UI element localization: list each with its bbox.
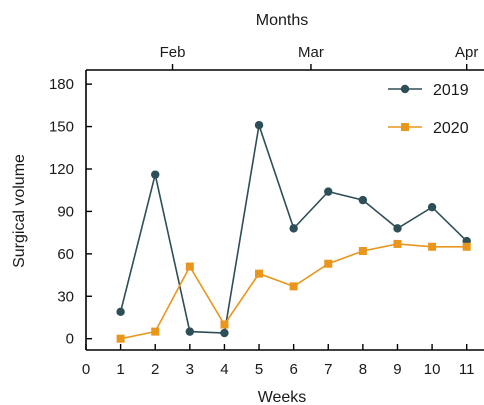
top-axis-label: Months	[256, 12, 308, 29]
y-tick-label: 150	[49, 119, 74, 136]
x-tick-label: 5	[255, 361, 263, 378]
series-2019-point	[358, 195, 368, 205]
top-tick-label: Mar	[298, 44, 324, 61]
y-tick-label: 120	[49, 161, 74, 178]
y-tick-label: 90	[57, 203, 74, 220]
series-2020-point	[358, 247, 367, 256]
y-tick-label: 0	[66, 331, 74, 348]
x-tick-label: 7	[324, 361, 332, 378]
x-tick-label: 2	[151, 361, 159, 378]
top-tick-label: Feb	[160, 44, 186, 61]
legend-2019-marker	[400, 84, 410, 94]
series-2019-point	[289, 224, 298, 233]
x-tick-label: 6	[289, 361, 297, 378]
series-2020-point	[393, 239, 402, 248]
axes	[85, 69, 484, 351]
series-2020-point	[185, 262, 194, 271]
series-2020-point	[255, 269, 264, 278]
series-2019-point	[254, 120, 264, 130]
y-axis-label: Surgical volume	[11, 154, 28, 268]
x-axis-ticks: 0 1 2 3 4 5 6 7 8 9 10 11	[82, 344, 475, 378]
legend-2019-label: 2019	[433, 82, 469, 99]
y-tick-label: 180	[49, 76, 74, 93]
series-2019-point	[116, 307, 125, 317]
x-tick-label: 8	[359, 361, 367, 378]
y-axis-ticks: 0 30 60 90 120 150 180	[49, 76, 92, 348]
series-2020-point	[289, 282, 298, 291]
series-2019-point	[324, 187, 333, 196]
series-2019-point	[185, 327, 195, 336]
x-tick-label: 9	[393, 361, 401, 378]
x-axis-label: Weeks	[258, 389, 307, 405]
series-2019-point	[151, 170, 160, 179]
legend-2020-marker	[401, 123, 409, 131]
x-tick-label: 4	[220, 361, 228, 378]
series-2020-point	[116, 334, 125, 343]
series-group	[116, 120, 471, 343]
top-axis-ticks: Feb Mar Apr	[160, 44, 478, 70]
x-tick-label: 10	[424, 361, 441, 378]
x-tick-label: 0	[82, 361, 90, 378]
series-2020-point	[151, 327, 160, 336]
series-2019-point	[393, 224, 402, 233]
x-tick-label: 3	[186, 361, 194, 378]
y-tick-label: 30	[57, 288, 74, 305]
legend: 2019 2020	[388, 82, 469, 137]
legend-2020-label: 2020	[433, 120, 469, 137]
series-2020-line	[120, 243, 467, 340]
x-tick-label: 1	[116, 361, 124, 378]
series-2019-point	[220, 328, 229, 338]
series-2020-point	[324, 259, 333, 268]
series-2020-point	[428, 242, 437, 251]
series-2019-point	[427, 202, 437, 212]
series-2020-point	[462, 242, 471, 251]
top-tick-label: Apr	[455, 44, 478, 61]
x-tick-label: 11	[459, 361, 475, 378]
y-tick-label: 60	[57, 246, 74, 263]
series-2020-point	[220, 320, 229, 329]
